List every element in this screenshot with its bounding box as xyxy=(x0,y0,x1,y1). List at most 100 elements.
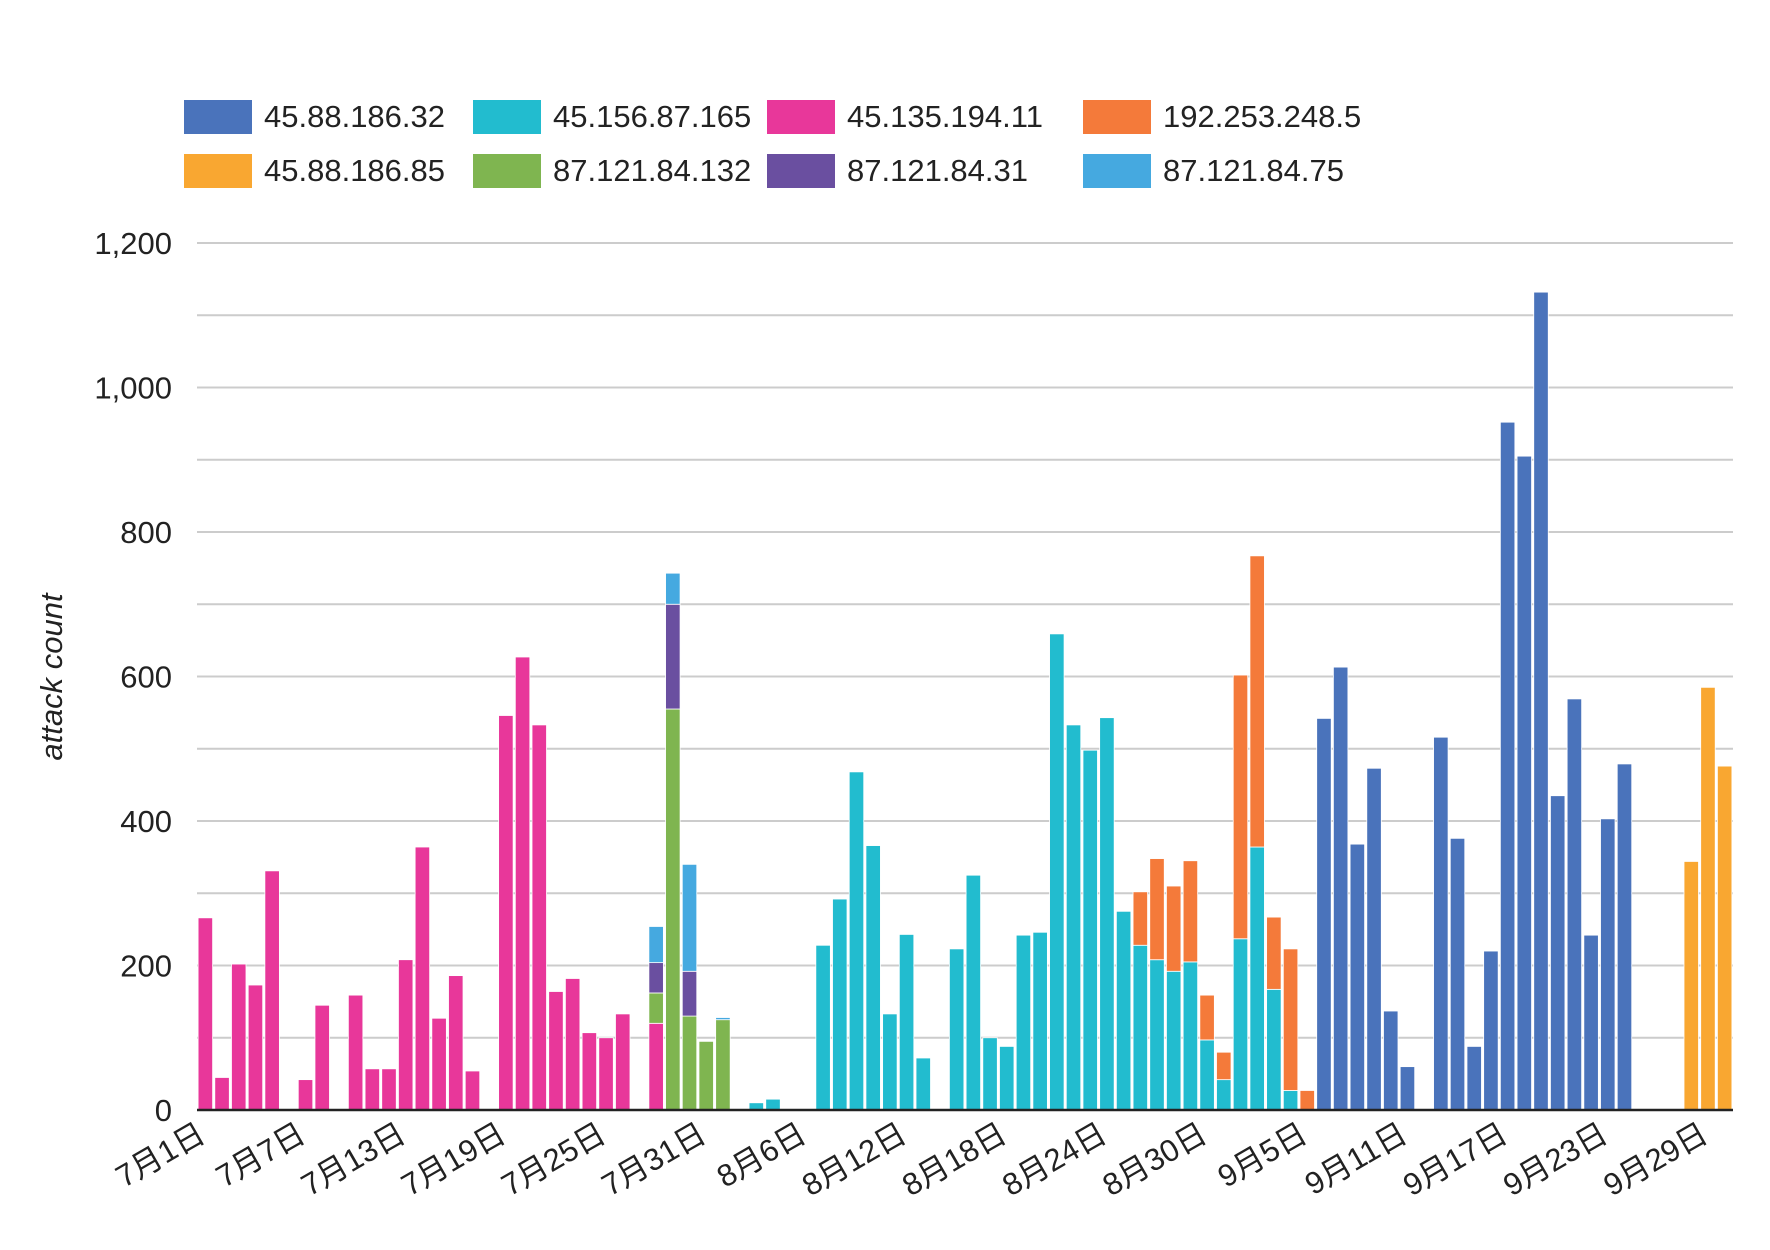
legend-label: 45.156.87.165 xyxy=(553,99,752,134)
legend-item: 87.121.84.132 xyxy=(473,153,751,188)
y-axis-label: attack count xyxy=(34,592,69,761)
bar-segment xyxy=(514,656,531,1111)
legend-swatch xyxy=(184,100,252,134)
bar-segment xyxy=(548,991,564,1111)
y-tick-label: 1,200 xyxy=(94,226,172,261)
bar-segment xyxy=(999,1046,1015,1111)
bar-segment xyxy=(965,874,981,1111)
bar-segment xyxy=(214,1077,230,1111)
x-tick-label: 7月31日 xyxy=(596,1116,712,1203)
legend-swatch xyxy=(767,154,835,188)
bar-segment xyxy=(1466,1046,1482,1111)
bar-segment xyxy=(1199,994,1215,1041)
bars xyxy=(197,291,1733,1111)
bar-segment xyxy=(1616,763,1633,1111)
bar-segment xyxy=(865,845,881,1111)
bar-segment xyxy=(1449,837,1466,1111)
x-tick-label: 9月11日 xyxy=(1299,1116,1413,1202)
bar-segment xyxy=(1499,421,1516,1111)
bar-segment xyxy=(1099,717,1115,1111)
bar-segment xyxy=(1533,291,1549,1111)
bar-segment xyxy=(1082,749,1098,1111)
bar-segment xyxy=(1483,950,1499,1111)
bar-segment xyxy=(915,1057,931,1111)
bar-segment xyxy=(381,1068,397,1111)
bar-segment xyxy=(314,1004,330,1111)
bar-segment xyxy=(1399,1066,1416,1111)
x-tick-label: 7月13日 xyxy=(295,1116,411,1203)
bar-segment xyxy=(1249,555,1265,848)
legend-swatch xyxy=(1083,154,1151,188)
bar-segment xyxy=(1015,934,1032,1111)
bar-segment xyxy=(1383,1010,1399,1111)
bar-segment xyxy=(1216,1079,1232,1111)
x-tick-label: 9月23日 xyxy=(1497,1116,1613,1203)
x-tick-label: 8月18日 xyxy=(896,1116,1012,1203)
bar-segment xyxy=(1182,860,1199,963)
y-tick-label: 200 xyxy=(120,949,172,984)
bar-segment xyxy=(1032,931,1048,1111)
bar-segment xyxy=(414,846,431,1111)
bar-segment xyxy=(665,603,681,710)
bar-segment xyxy=(464,1070,481,1111)
bar-segment xyxy=(1282,948,1299,1091)
bar-segment xyxy=(1366,767,1382,1111)
x-tick-label: 7月7日 xyxy=(210,1116,311,1195)
bar-segment xyxy=(1049,633,1065,1111)
y-axis-ticks: 0 200 400 600 800 1,000 1,200 xyxy=(94,226,172,1128)
legend-label: 45.88.186.85 xyxy=(264,153,446,188)
x-tick-label: 8月6日 xyxy=(711,1116,812,1195)
bar-segment xyxy=(398,959,414,1111)
legend-label: 192.253.248.5 xyxy=(1163,99,1362,134)
x-tick-label: 9月5日 xyxy=(1212,1116,1313,1195)
legend-swatch xyxy=(184,154,252,188)
bar-segment xyxy=(882,1013,898,1111)
bar-segment xyxy=(698,1040,714,1111)
bar-segment xyxy=(598,1037,614,1111)
bar-segment xyxy=(1333,666,1349,1111)
legend-item: 87.121.84.31 xyxy=(767,153,1029,188)
legend-label: 87.121.84.31 xyxy=(847,153,1029,188)
bar-segment xyxy=(715,1017,731,1021)
x-tick-label: 7月25日 xyxy=(496,1116,612,1203)
bar-segment xyxy=(1282,1090,1299,1111)
bar-segment xyxy=(815,944,831,1111)
legend-label: 45.135.194.11 xyxy=(847,99,1043,134)
legend-swatch xyxy=(473,100,541,134)
bar-segment xyxy=(1550,795,1566,1111)
bar-segment xyxy=(1166,970,1182,1111)
legend-item: 45.88.186.32 xyxy=(184,99,445,134)
bar-segment xyxy=(1199,1039,1215,1111)
bar-segment xyxy=(1249,846,1265,1111)
bar-segment xyxy=(448,975,464,1111)
bar-segment xyxy=(347,994,364,1111)
y-tick-label: 1,000 xyxy=(94,371,172,406)
bar-segment xyxy=(1132,891,1148,946)
bar-segment xyxy=(1266,916,1282,990)
bar-segment xyxy=(949,948,965,1111)
x-tick-label: 8月24日 xyxy=(996,1116,1112,1203)
bar-segment xyxy=(581,1032,597,1111)
bar-segment xyxy=(715,1019,731,1111)
bar-segment xyxy=(648,926,664,964)
bar-segment xyxy=(648,1022,664,1111)
legend-swatch xyxy=(473,154,541,188)
bar-segment xyxy=(197,917,214,1111)
bar-segment xyxy=(565,978,581,1111)
bar-segment xyxy=(648,962,664,994)
bar-segment xyxy=(765,1098,781,1111)
bar-segment xyxy=(1149,858,1165,961)
bar-segment xyxy=(1115,910,1132,1111)
legend-label: 87.121.84.75 xyxy=(1163,153,1345,188)
bar-segment xyxy=(848,771,865,1111)
bar-segment xyxy=(1583,934,1599,1111)
bar-segment xyxy=(1065,724,1082,1111)
bar-segment xyxy=(1316,718,1332,1111)
bar-segment xyxy=(1299,1090,1315,1111)
bar-segment xyxy=(982,1037,998,1111)
bar-segment xyxy=(1600,818,1616,1111)
bar-segment xyxy=(364,1068,380,1111)
bar-segment xyxy=(648,992,664,1024)
bar-segment xyxy=(665,708,681,1111)
